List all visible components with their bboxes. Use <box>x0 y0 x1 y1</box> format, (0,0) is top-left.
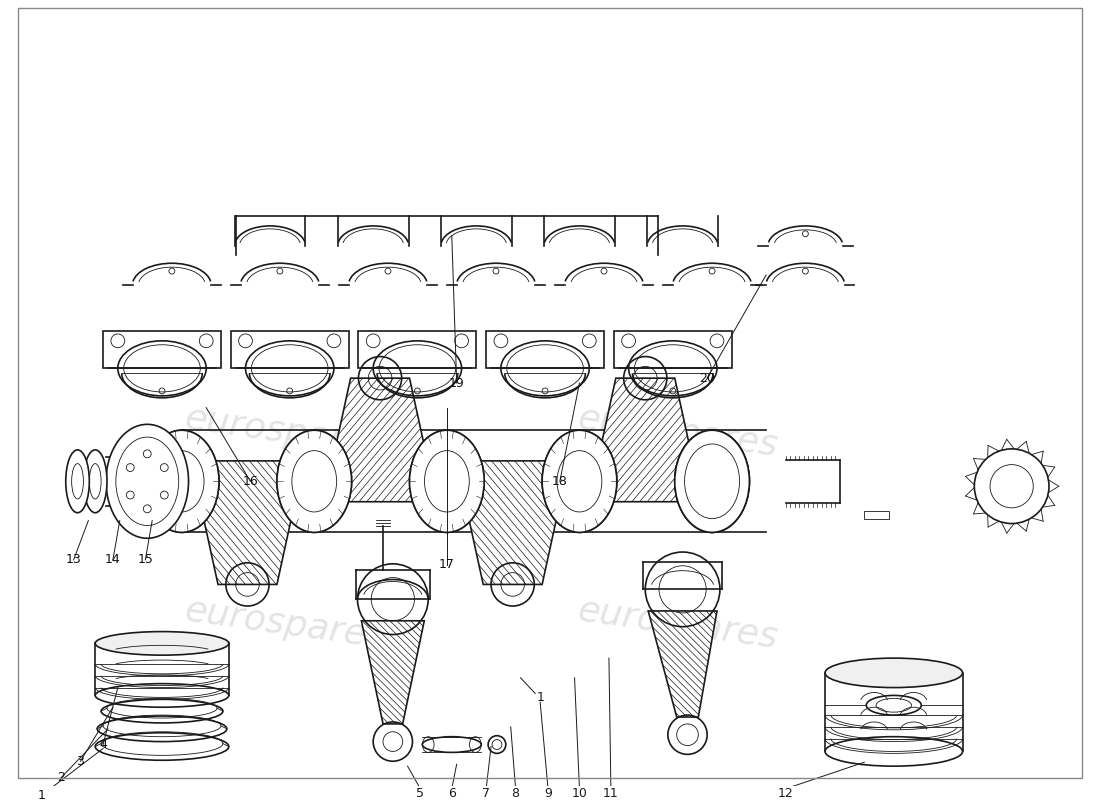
Text: 8: 8 <box>512 787 519 800</box>
Text: eurospares: eurospares <box>183 402 387 463</box>
Text: 11: 11 <box>603 787 619 800</box>
Polygon shape <box>204 461 292 585</box>
Ellipse shape <box>542 430 617 532</box>
Text: 1: 1 <box>536 691 544 704</box>
Text: 20: 20 <box>700 372 715 385</box>
Ellipse shape <box>144 430 219 532</box>
Ellipse shape <box>409 430 484 532</box>
Ellipse shape <box>144 430 219 532</box>
Ellipse shape <box>277 430 352 532</box>
Text: 5: 5 <box>416 787 425 800</box>
Text: 13: 13 <box>66 554 81 566</box>
Text: 18: 18 <box>552 475 568 488</box>
Text: eurospares: eurospares <box>575 593 780 654</box>
Ellipse shape <box>825 658 962 687</box>
Polygon shape <box>601 378 690 502</box>
Text: 16: 16 <box>242 475 258 488</box>
Text: 4: 4 <box>99 738 107 751</box>
Text: 6: 6 <box>448 787 455 800</box>
Ellipse shape <box>542 430 617 532</box>
Ellipse shape <box>409 430 484 532</box>
Polygon shape <box>231 331 349 368</box>
Polygon shape <box>648 611 717 717</box>
Ellipse shape <box>106 424 188 538</box>
Text: 10: 10 <box>572 787 587 800</box>
Ellipse shape <box>674 430 749 532</box>
Text: 14: 14 <box>104 554 121 566</box>
Polygon shape <box>486 331 604 368</box>
Ellipse shape <box>96 631 229 655</box>
Ellipse shape <box>674 430 749 532</box>
Text: 9: 9 <box>544 787 552 800</box>
Polygon shape <box>469 461 557 585</box>
Polygon shape <box>103 331 221 368</box>
Polygon shape <box>359 331 476 368</box>
Ellipse shape <box>674 430 749 532</box>
Ellipse shape <box>277 430 352 532</box>
Ellipse shape <box>66 450 89 513</box>
Text: 1: 1 <box>37 789 45 800</box>
Text: eurospares: eurospares <box>575 402 780 463</box>
Text: 17: 17 <box>439 558 454 571</box>
Ellipse shape <box>84 450 107 513</box>
Text: 15: 15 <box>138 554 153 566</box>
Polygon shape <box>614 331 732 368</box>
Polygon shape <box>362 621 425 724</box>
Text: 19: 19 <box>449 377 464 390</box>
Text: 12: 12 <box>778 787 793 800</box>
Text: eurospares: eurospares <box>183 593 387 654</box>
Polygon shape <box>336 378 425 502</box>
Text: 2: 2 <box>57 771 65 785</box>
Text: 3: 3 <box>77 754 85 768</box>
Bar <box>865 510 889 518</box>
Text: 7: 7 <box>482 787 491 800</box>
